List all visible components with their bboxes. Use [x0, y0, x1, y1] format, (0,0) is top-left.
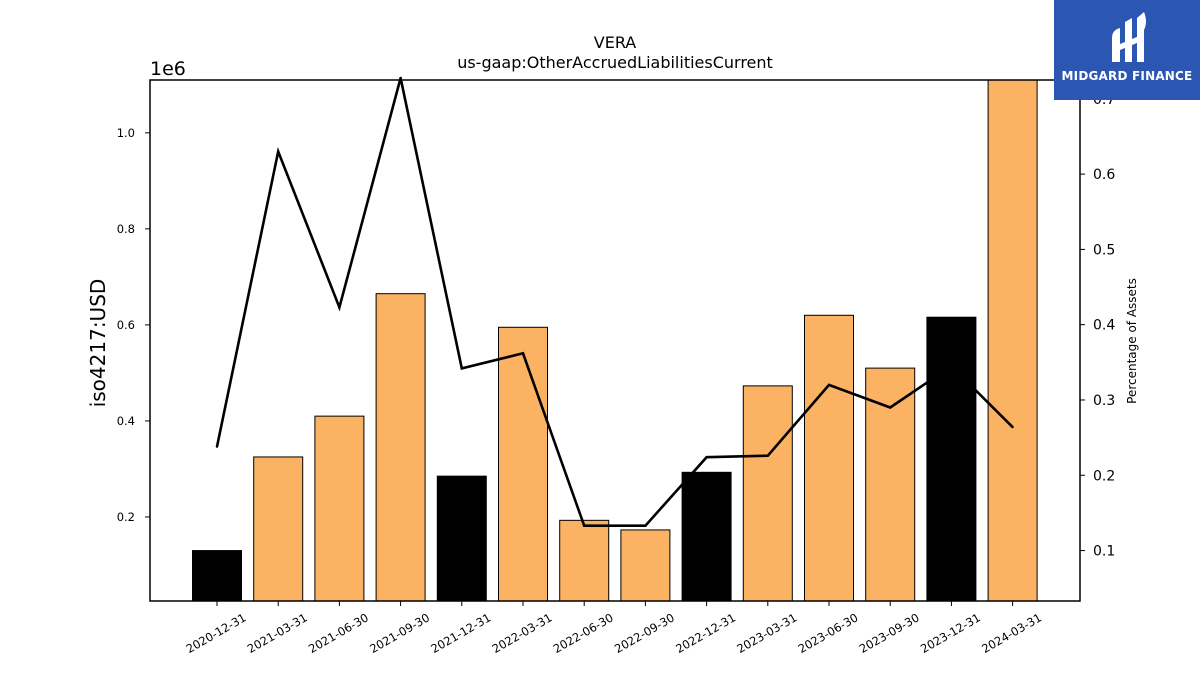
y2-tick-label: 0.1 [1093, 544, 1115, 560]
x-tick-label: 2020-12-31 [184, 610, 249, 656]
line-point-2023-06-30 [827, 383, 831, 387]
line-point-2022-09-30 [644, 524, 647, 527]
line-point-2021-09-30 [399, 76, 402, 80]
percentage-of-assets-line [215, 77, 1014, 528]
y2-tick-label: 0.5 [1093, 242, 1115, 258]
logo-mark-icon [1112, 12, 1146, 62]
x-tick-label: 2022-03-31 [490, 610, 555, 656]
line-point-2023-09-30 [889, 406, 892, 409]
x-tick-label: 2021-12-31 [428, 610, 493, 656]
bar-2023-09-30 [865, 367, 916, 602]
y-tick-label: 0.4 [117, 414, 135, 428]
brand-logo: MIDGARD FINANCE [1054, 0, 1200, 100]
y-axis-label: iso4217:USD [86, 279, 110, 408]
x-tick-label: 2021-09-30 [367, 610, 432, 656]
plot-frame [149, 79, 1081, 602]
x-tick-label: 2024-03-31 [979, 610, 1044, 656]
line-point-2020-12-31 [215, 445, 219, 448]
y2-tick-label: 0.3 [1093, 393, 1115, 409]
logo-text: MIDGARD FINANCE [1061, 69, 1193, 83]
line-layer [215, 76, 1014, 528]
line-point-2021-12-31 [460, 367, 463, 370]
y2-tick-label: 0.6 [1093, 167, 1115, 183]
y-tick-label: 1.0 [117, 126, 135, 140]
line-point-2022-06-30 [583, 524, 586, 527]
bars-layer [192, 79, 1038, 602]
line-point-2024-03-31 [1011, 425, 1014, 429]
x-tick-label: 2022-09-30 [612, 610, 677, 656]
x-tick-label: 2022-06-30 [551, 610, 616, 656]
x-tick-label: 2021-06-30 [306, 610, 371, 656]
bar-2020-12-31 [192, 550, 242, 602]
bar-2023-03-31 [742, 385, 793, 602]
bar-2024-03-31 [987, 79, 1038, 602]
y2-tick-label: 0.4 [1093, 318, 1115, 334]
bar-2021-06-30 [314, 415, 365, 602]
y-offset-label: 1e6 [150, 58, 186, 80]
line-point-2023-12-31 [950, 364, 953, 368]
bar-2022-03-31 [498, 326, 548, 602]
bar-2021-03-31 [253, 456, 304, 602]
x-tick-label: 2023-06-30 [796, 610, 861, 656]
x-tick-label: 2022-12-31 [673, 610, 738, 656]
y-axis-left: 0.2 0.4 0.6 0.8 1.0 [117, 126, 150, 524]
y2-tick-label: 0.2 [1093, 468, 1115, 484]
bar-2023-12-31 [926, 316, 977, 602]
y2-axis-label: Percentage of Assets [1125, 278, 1139, 404]
x-axis: 2020-12-312021-03-312021-06-302021-09-30… [184, 601, 1044, 656]
y-axis-right: 0.10.20.30.40.50.60.7 [1080, 92, 1115, 560]
bar-2023-06-30 [804, 314, 854, 602]
bar-2021-12-31 [436, 475, 487, 602]
chart-subtitle: us-gaap:OtherAccruedLiabilitiesCurrent [457, 53, 773, 72]
bar-2022-12-31 [681, 471, 732, 602]
bar-2022-09-30 [620, 529, 671, 602]
x-tick-label: 2023-12-31 [918, 610, 983, 656]
x-tick-label: 2021-03-31 [245, 610, 310, 656]
line-point-2021-03-31 [277, 150, 280, 153]
x-tick-label: 2023-09-30 [857, 610, 922, 656]
y-tick-label: 0.8 [117, 222, 135, 236]
bar-2021-09-30 [375, 293, 426, 602]
line-point-2021-06-30 [338, 306, 341, 309]
y-tick-label: 0.2 [117, 510, 135, 524]
y-tick-label: 0.6 [117, 318, 135, 332]
x-tick-label: 2023-03-31 [734, 610, 799, 656]
line-point-2022-12-31 [705, 455, 708, 459]
bar-2022-06-30 [559, 519, 610, 602]
line-point-2023-03-31 [766, 454, 769, 457]
line-point-2022-03-31 [521, 352, 525, 355]
chart-title: VERA [594, 33, 637, 52]
